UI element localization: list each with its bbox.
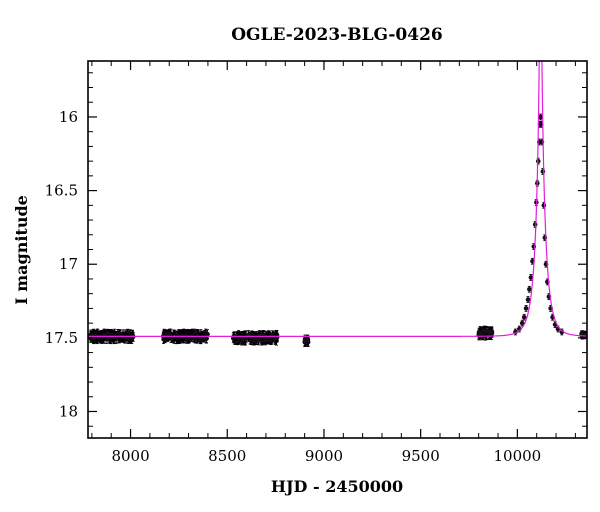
y-tick-label: 16 [59,108,78,126]
data-point [519,320,525,326]
data-point [102,333,108,338]
data-point [130,334,136,340]
data-point [205,331,210,337]
data-point [478,331,483,336]
x-axis-label: HJD - 2450000 [271,477,403,496]
y-tick-label: 17.5 [45,329,78,347]
data-point [484,328,489,334]
data-point [540,169,546,174]
data-point [192,336,198,341]
data-point [262,337,268,343]
data-point [541,203,547,208]
data-point [251,338,256,343]
x-tick-label: 8000 [111,447,149,465]
data-point [241,336,247,341]
axis-ticks: 8000 8500 9000 9500 10000 16 16.5 17 17.5 18 [45,61,587,465]
data-point [254,337,260,343]
data-point [527,286,532,292]
y-tick-label: 17 [59,255,78,273]
y-tick-label: 18 [59,402,78,420]
data-point [164,331,169,337]
x-tick-label: 9500 [402,447,440,465]
model-curve [88,61,587,337]
data-point [521,314,527,320]
x-tick-label: 8500 [208,447,246,465]
data-point [532,222,538,227]
data-point [525,297,531,302]
data-point [528,275,534,280]
data-point [523,306,529,311]
data-layer [88,61,587,347]
data-point [538,114,543,120]
x-tick-label: 9000 [305,447,343,465]
chart-title: OGLE-2023-BLG-0426 [231,25,443,45]
data-point [579,331,584,337]
data-point [273,336,278,341]
y-axis-label: I magnitude [12,195,31,305]
x-tick-label: 10000 [494,447,542,465]
data-point [302,338,308,344]
data-point [489,329,495,335]
y-tick-label: 16.5 [45,182,78,200]
data-point [176,335,182,340]
plot-frame [87,60,588,439]
